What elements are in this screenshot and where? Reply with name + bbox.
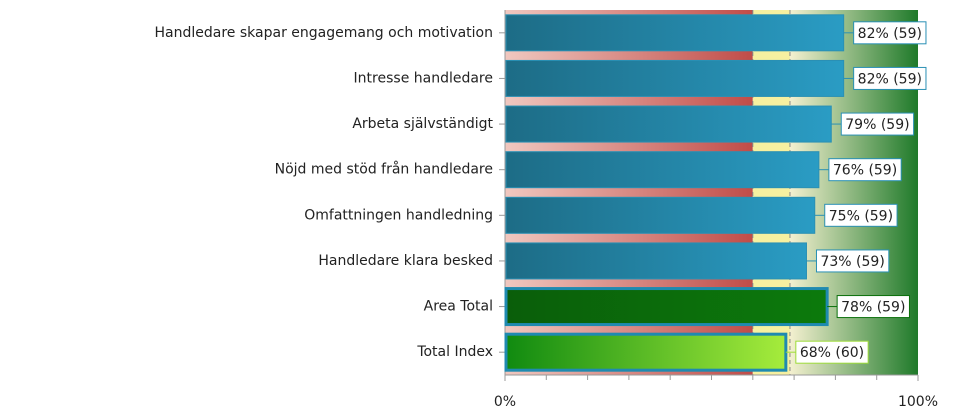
value-label-box bbox=[828, 158, 902, 182]
bar bbox=[504, 287, 829, 327]
category-label: Nöjd med stöd från handledare bbox=[275, 161, 493, 178]
category-label: Handledare skapar engagemang och motivat… bbox=[155, 25, 493, 41]
bar bbox=[505, 59, 845, 97]
value-label-box bbox=[840, 112, 915, 136]
value-label: 75% (59) bbox=[829, 208, 893, 224]
value-label-box bbox=[836, 295, 910, 319]
bar bbox=[505, 196, 816, 234]
value-label: 73% (59) bbox=[820, 254, 884, 270]
value-label-box bbox=[853, 21, 927, 45]
value-label-box bbox=[824, 203, 898, 227]
category-label: Omfattningen handledning bbox=[304, 207, 493, 223]
category-label: Area Total bbox=[424, 299, 493, 315]
x-tick-label: 100% bbox=[898, 394, 938, 410]
bar bbox=[505, 105, 832, 143]
category-label: Intresse handledare bbox=[354, 70, 493, 86]
category-label: Total Index bbox=[416, 344, 493, 360]
value-label: 82% (59) bbox=[858, 71, 922, 87]
category-label: Handledare klara besked bbox=[318, 253, 493, 269]
value-label: 76% (59) bbox=[833, 163, 897, 179]
bar bbox=[505, 14, 845, 52]
bar bbox=[505, 242, 807, 280]
value-label: 79% (59) bbox=[845, 117, 909, 133]
value-label: 82% (59) bbox=[858, 26, 922, 42]
category-label: Arbeta självständigt bbox=[352, 116, 493, 132]
value-label: 68% (60) bbox=[800, 345, 864, 361]
value-label-box bbox=[853, 66, 927, 90]
bar bbox=[504, 332, 788, 372]
value-label-box bbox=[815, 249, 890, 273]
value-label: 78% (59) bbox=[841, 300, 905, 316]
x-tick-label: 0% bbox=[494, 394, 516, 410]
value-label-box bbox=[795, 340, 869, 364]
bar bbox=[505, 151, 820, 189]
